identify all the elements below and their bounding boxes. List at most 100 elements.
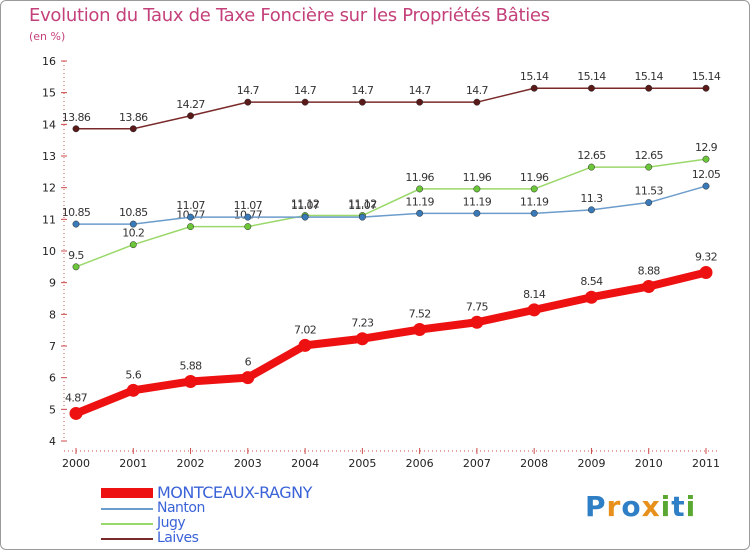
x-tick-label: 2005 bbox=[348, 457, 376, 470]
data-point-montceaux-ragny bbox=[184, 374, 198, 388]
series-line-laives bbox=[75, 87, 707, 130]
data-label-montceaux-ragny: 8.54 bbox=[580, 275, 603, 288]
x-tick-label: 2007 bbox=[463, 457, 491, 470]
y-tick-label: 7 bbox=[49, 340, 56, 353]
data-label-jugy: 11.12 bbox=[348, 198, 377, 211]
data-label-laives: 15.14 bbox=[692, 70, 721, 83]
logo-letter: i bbox=[660, 490, 672, 523]
logo-letter: P bbox=[585, 490, 607, 523]
data-label-jugy: 11.96 bbox=[520, 171, 549, 184]
data-point-montceaux-ragny bbox=[699, 266, 713, 280]
data-point-jugy bbox=[530, 185, 538, 193]
x-tick-label: 2011 bbox=[692, 457, 720, 470]
data-label-jugy: 11.96 bbox=[463, 171, 492, 184]
y-axis-unit: (en %) bbox=[29, 30, 66, 43]
chart-title: Evolution du Taux de Taxe Foncière sur l… bbox=[29, 5, 550, 26]
data-label-montceaux-ragny: 7.52 bbox=[409, 308, 431, 321]
data-point-nanton bbox=[72, 220, 80, 228]
y-tick-label: 16 bbox=[42, 55, 56, 68]
data-label-jugy: 9.5 bbox=[68, 249, 84, 262]
y-tick-label: 8 bbox=[49, 308, 56, 321]
y-tick-label: 4 bbox=[49, 435, 56, 448]
data-point-montceaux-ragny bbox=[413, 323, 427, 337]
data-point-montceaux-ragny bbox=[241, 371, 255, 385]
data-point-laives bbox=[530, 84, 538, 92]
data-point-nanton bbox=[129, 220, 137, 228]
data-label-laives: 13.86 bbox=[62, 111, 91, 124]
x-tick-label: 2002 bbox=[177, 457, 205, 470]
data-label-nanton: 11.19 bbox=[463, 195, 492, 208]
data-label-laives: 14.27 bbox=[176, 98, 205, 111]
data-point-jugy bbox=[416, 185, 424, 193]
data-label-nanton: 11.07 bbox=[234, 199, 263, 212]
data-point-laives bbox=[72, 125, 80, 133]
data-point-montceaux-ragny bbox=[355, 332, 369, 346]
y-tick-label: 12 bbox=[42, 182, 56, 195]
x-tick-label: 2001 bbox=[119, 457, 147, 470]
x-tick-label: 2009 bbox=[577, 457, 605, 470]
data-point-montceaux-ragny bbox=[298, 338, 312, 352]
data-point-montceaux-ragny bbox=[69, 406, 83, 420]
data-point-laives bbox=[244, 98, 252, 106]
x-tick-label: 2000 bbox=[62, 457, 90, 470]
x-tick-label: 2004 bbox=[291, 457, 319, 470]
data-label-laives: 15.14 bbox=[520, 70, 549, 83]
data-label-jugy: 12.65 bbox=[634, 149, 663, 162]
data-point-nanton bbox=[702, 182, 710, 190]
logo-letter: t bbox=[671, 490, 686, 523]
logo-letter: i bbox=[685, 490, 697, 523]
x-tick-label: 2008 bbox=[520, 457, 548, 470]
x-tick-label: 2003 bbox=[234, 457, 262, 470]
data-label-montceaux-ragny: 7.02 bbox=[294, 323, 316, 336]
legend-swatch-nanton bbox=[101, 508, 153, 510]
data-label-montceaux-ragny: 7.75 bbox=[466, 300, 489, 313]
data-label-jugy: 10.2 bbox=[122, 227, 144, 240]
data-point-nanton bbox=[416, 209, 424, 217]
data-label-jugy: 12.9 bbox=[695, 141, 718, 154]
y-tick-label: 5 bbox=[49, 403, 56, 416]
data-point-jugy bbox=[244, 223, 252, 231]
data-label-nanton: 11.19 bbox=[405, 195, 434, 208]
data-label-nanton: 11.07 bbox=[348, 199, 377, 212]
data-label-laives: 14.7 bbox=[351, 84, 374, 97]
data-point-montceaux-ragny bbox=[126, 383, 140, 397]
data-label-montceaux-ragny: 6 bbox=[245, 356, 252, 369]
x-tick-label: 2006 bbox=[406, 457, 434, 470]
data-label-montceaux-ragny: 8.88 bbox=[638, 264, 661, 277]
data-point-nanton bbox=[588, 206, 595, 214]
y-tick-label: 6 bbox=[49, 372, 56, 385]
series-line-jugy bbox=[75, 158, 707, 268]
y-tick-label: 11 bbox=[42, 213, 56, 226]
data-label-montceaux-ragny: 7.23 bbox=[351, 317, 374, 330]
data-label-nanton: 10.85 bbox=[119, 206, 148, 219]
data-point-jugy bbox=[645, 163, 653, 171]
data-label-laives: 13.86 bbox=[119, 111, 148, 124]
data-label-montceaux-ragny: 9.32 bbox=[695, 251, 717, 264]
y-tick-label: 9 bbox=[49, 277, 56, 290]
data-label-montceaux-ragny: 5.88 bbox=[179, 359, 202, 372]
data-point-laives bbox=[473, 98, 481, 106]
y-tick-label: 13 bbox=[42, 150, 56, 163]
data-point-montceaux-ragny bbox=[584, 290, 598, 304]
logo-letter: r bbox=[606, 490, 622, 523]
logo-letter: o bbox=[621, 490, 642, 523]
data-label-montceaux-ragny: 4.87 bbox=[65, 391, 88, 404]
data-label-nanton: 12.05 bbox=[692, 168, 721, 181]
data-point-montceaux-ragny bbox=[527, 303, 541, 317]
data-point-laives bbox=[702, 84, 710, 92]
legend-label-jugy: Jugy bbox=[157, 515, 186, 531]
data-point-laives bbox=[301, 98, 309, 106]
y-tick-label: 10 bbox=[42, 245, 56, 258]
data-point-jugy bbox=[702, 155, 710, 163]
data-point-nanton bbox=[244, 213, 252, 221]
data-label-nanton: 11.53 bbox=[634, 185, 663, 198]
data-point-montceaux-ragny bbox=[642, 279, 656, 293]
data-point-nanton bbox=[473, 209, 481, 217]
data-point-laives bbox=[129, 125, 137, 133]
legend-swatch-montceaux-ragny bbox=[101, 488, 153, 498]
proxiti-logo: Proxiti bbox=[585, 490, 696, 523]
data-label-laives: 15.14 bbox=[577, 70, 606, 83]
data-point-nanton bbox=[645, 199, 653, 207]
data-label-laives: 14.7 bbox=[294, 84, 317, 97]
data-point-laives bbox=[645, 84, 653, 92]
